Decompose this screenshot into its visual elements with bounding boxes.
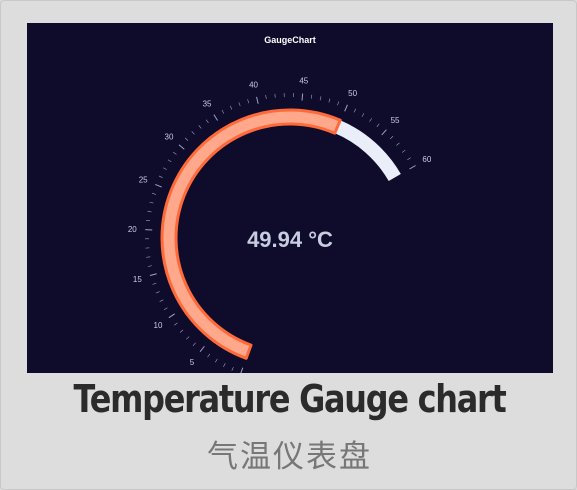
- gauge-tick-label: 20: [128, 225, 137, 234]
- gauge-minor-tick: [361, 113, 365, 117]
- gauge-tick-label: 15: [133, 275, 142, 284]
- gauge-major-tick: [168, 313, 175, 319]
- gauge-minor-tick: [353, 108, 357, 113]
- gauge-minor-tick: [159, 299, 164, 302]
- gauge-minor-tick: [174, 322, 178, 326]
- gauge-minor-tick: [167, 159, 172, 163]
- gauge-minor-tick: [152, 192, 156, 195]
- gauge-major-tick: [344, 104, 348, 112]
- chart-area: GaugeChart 051015202530354045505560 49.9…: [27, 23, 553, 373]
- gauge-minor-tick: [146, 256, 151, 258]
- gauge-minor-tick: [223, 363, 226, 367]
- gauge-minor-tick: [155, 291, 160, 294]
- gauge-tick-label: 35: [203, 100, 212, 109]
- gauge-minor-tick: [184, 137, 189, 141]
- gauge-major-tick: [213, 114, 218, 121]
- gauge-minor-tick: [147, 210, 152, 213]
- gauge-minor-tick: [173, 151, 177, 155]
- gauge-minor-tick: [401, 149, 406, 153]
- gauge-minor-tick: [198, 125, 202, 129]
- gauge-minor-tick: [319, 96, 322, 101]
- gauge-minor-tick: [179, 329, 184, 333]
- card-title: Temperature Gauge chart: [73, 377, 507, 421]
- gauge-tick-label: 40: [249, 80, 258, 89]
- gauge-tick-label: 10: [154, 321, 163, 330]
- gauge-minor-tick: [147, 265, 152, 267]
- gauge-minor-tick: [238, 102, 241, 107]
- gauge-remaining-band: [334, 120, 401, 181]
- gauge-minor-tick: [337, 101, 340, 106]
- gauge-minor-tick: [152, 282, 157, 285]
- gauge-value-label: 49.94 °C: [247, 227, 333, 252]
- gauge-major-tick: [199, 345, 205, 353]
- gauge-minor-tick: [265, 95, 267, 100]
- chart-title: GaugeChart: [264, 35, 316, 45]
- gauge-minor-tick: [407, 157, 411, 161]
- gauge-minor-tick: [186, 336, 190, 340]
- gauge-major-tick: [256, 96, 259, 104]
- gauge-tick-label: 55: [391, 116, 400, 125]
- gauge-minor-tick: [163, 307, 168, 311]
- gauge-tick-label: 60: [422, 155, 431, 164]
- gauge-major-tick: [178, 144, 185, 150]
- gauge-ticks: [145, 93, 416, 373]
- gauge-minor-tick: [310, 94, 313, 99]
- gauge-major-tick: [149, 273, 157, 277]
- gauge-major-tick: [381, 129, 387, 136]
- gauge-minor-tick: [247, 99, 250, 104]
- gauge-tick-label: 30: [165, 132, 174, 141]
- gauge-minor-tick: [376, 123, 380, 128]
- gauge-major-tick: [155, 184, 162, 188]
- gauge-minor-tick: [207, 353, 211, 358]
- gauge-minor-tick: [215, 358, 218, 363]
- gauge-minor-tick: [149, 201, 154, 204]
- gauge-minor-tick: [328, 98, 331, 103]
- gauge-tick-label: 5: [190, 358, 195, 367]
- gauge-chart: GaugeChart 051015202530354045505560 49.9…: [128, 35, 432, 373]
- gauge-tick-label: 45: [299, 77, 308, 86]
- gauge-minor-tick: [158, 175, 163, 178]
- gauge-minor-tick: [192, 342, 196, 346]
- gauge-minor-tick: [163, 167, 167, 170]
- gauge-minor-tick: [231, 367, 234, 371]
- gauge-progress-band: [160, 108, 342, 360]
- gauge-minor-tick: [229, 105, 233, 110]
- gauge-minor-tick: [396, 142, 400, 146]
- card-subtitle: 气温仪表盘: [207, 439, 372, 475]
- gauge-minor-tick: [221, 109, 225, 114]
- gauge-minor-tick: [205, 119, 209, 124]
- gauge-minor-tick: [191, 131, 195, 135]
- gauge-major-tick: [240, 367, 244, 373]
- gauge-minor-tick: [390, 135, 394, 140]
- gauge-major-tick: [409, 165, 416, 170]
- gauge-tick-label: 50: [348, 89, 357, 98]
- gauge-minor-tick: [369, 118, 373, 122]
- gauge-tick-labels: 051015202530354045505560: [128, 77, 432, 367]
- gauge-major-tick: [301, 93, 304, 101]
- gauge-tick-label: 25: [139, 176, 148, 185]
